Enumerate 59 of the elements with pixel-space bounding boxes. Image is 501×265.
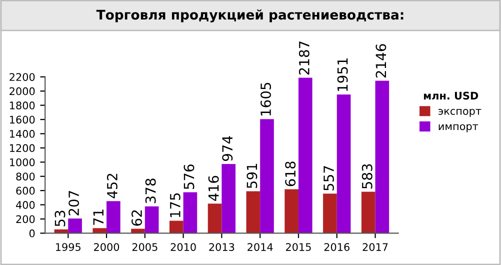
bar <box>284 189 298 234</box>
x-tick-label: 2016 <box>324 243 350 251</box>
chart-title: Торговля продукцией растениеводства: <box>96 9 404 22</box>
y-tick-label: 2200 <box>10 73 35 81</box>
x-tick-label: 2014 <box>248 243 273 251</box>
data-label: 974 <box>222 136 233 161</box>
data-label: 1951 <box>337 58 348 91</box>
bar <box>260 119 274 234</box>
y-tick-label: 200 <box>16 215 35 224</box>
data-label: 2146 <box>376 44 386 78</box>
x-tick-label: 2000 <box>94 243 120 251</box>
data-label: 2187 <box>298 41 310 75</box>
bar <box>246 191 260 234</box>
data-label: 576 <box>184 164 194 190</box>
x-tick-label: 2015 <box>286 243 311 251</box>
y-tick-label: 600 <box>16 186 35 195</box>
bar <box>336 94 351 234</box>
bar <box>144 206 159 234</box>
data-label: 207 <box>68 191 80 216</box>
x-tick-label: 2005 <box>132 243 158 251</box>
y-tick-label: 1600 <box>10 116 35 124</box>
y-tick-label: 1800 <box>10 102 35 110</box>
x-tick-label: 2010 <box>170 243 196 251</box>
data-label: 591 <box>246 164 258 188</box>
data-label: 618 <box>285 162 296 186</box>
bar <box>208 204 222 234</box>
y-tick-label: 2000 <box>10 87 35 96</box>
bar <box>169 220 184 234</box>
bar <box>106 201 120 234</box>
data-label: 53 <box>54 210 66 226</box>
data-label: 557 <box>324 166 334 190</box>
bar <box>68 218 82 234</box>
y-tick-label: 1400 <box>10 130 35 138</box>
x-tick-label: 2017 <box>362 243 388 251</box>
data-label: 378 <box>145 178 156 204</box>
bar <box>361 192 376 234</box>
bar <box>222 164 236 234</box>
y-tick-label: 1000 <box>10 158 35 166</box>
bar <box>323 194 337 234</box>
data-label: 1605 <box>260 82 272 116</box>
bar <box>298 78 312 234</box>
bar <box>375 80 390 234</box>
legend-label: экспорт <box>438 108 482 117</box>
y-tick-label: 400 <box>16 201 35 209</box>
bar <box>183 192 198 234</box>
y-tick-label: 800 <box>16 172 35 180</box>
data-label: 452 <box>106 174 118 198</box>
y-tick-label: 1200 <box>10 144 35 152</box>
bar <box>92 228 107 234</box>
x-tick-label: 1995 <box>56 243 80 251</box>
data-label: 71 <box>93 210 104 225</box>
data-label: 62 <box>132 210 142 226</box>
data-label: 583 <box>362 164 372 189</box>
data-label: 416 <box>208 176 219 201</box>
y-tick-label: 0 <box>29 229 35 238</box>
data-label: 175 <box>170 193 180 218</box>
legend-title: млн. USD <box>424 92 478 100</box>
legend-label: импорт <box>438 124 478 132</box>
x-tick-label: 2013 <box>209 243 234 251</box>
